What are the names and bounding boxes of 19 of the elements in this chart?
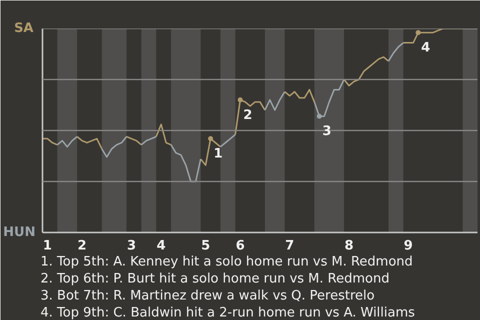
series-label: 3	[322, 124, 332, 140]
x-tick-label: 1	[42, 238, 52, 254]
x-tick-label: 2	[78, 238, 87, 254]
text: 4. Top 9th: C. Baldwin hit a 2-run home run vs A. Williams	[40, 306, 416, 320]
series-label: 2	[243, 108, 252, 123]
text: 2. Top 6th: P. Burt hit a solo home run vs M. Redmond	[40, 272, 390, 286]
x-tick-label: 9	[404, 238, 413, 254]
series-label: 4	[421, 40, 430, 56]
text: 1. Top 5th: A. Kenney hit a solo home run vs M. Redmond	[40, 254, 413, 270]
text: SA	[14, 21, 34, 36]
series-label: 1	[214, 146, 223, 162]
text: HUN	[3, 225, 36, 240]
x-tick-label: 7	[285, 238, 294, 254]
x-tick-label: 3	[126, 238, 136, 254]
x-tick-label: 8	[344, 238, 354, 254]
x-tick-label: 5	[201, 238, 210, 254]
x-tick-label: 6	[236, 238, 245, 254]
x-tick-label: 4	[156, 238, 166, 254]
text: 3. Bot 7th: R. Martinez drew a walk vs Q. Perestrelo	[40, 288, 375, 304]
